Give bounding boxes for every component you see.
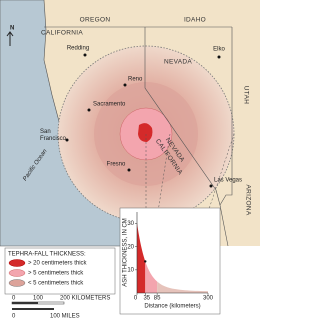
x-tick-label: 35 — [143, 296, 150, 302]
state-label: CALIFORNIA — [41, 30, 83, 37]
thickness-area — [157, 281, 208, 293]
state-label: OREGON — [80, 17, 111, 24]
legend-item: > 5 centimeters thick — [28, 271, 84, 277]
state-label: IDAHO — [184, 17, 206, 24]
city-dot — [209, 184, 213, 188]
legend-item: < 5 centimeters thick — [28, 281, 84, 287]
city-label: Las Vegas — [214, 178, 242, 184]
x-axis-label: Distance (kilometers) — [144, 304, 200, 310]
x-tick-label: 300 — [203, 296, 214, 302]
city-dot — [87, 108, 91, 112]
thickness-area — [145, 261, 158, 293]
scale-bar-mi — [12, 308, 54, 310]
thickness-area — [137, 222, 146, 293]
y-axis-label: ASH THICKNESS, IN CM — [123, 218, 129, 287]
city-dot — [65, 138, 69, 142]
legend-swatch — [8, 259, 26, 267]
state-label: ARIZONA — [244, 185, 251, 216]
city-label: Redding — [67, 46, 89, 52]
x-tick-label: 0 — [134, 296, 138, 302]
map: N Pacific Ocean NEVADA CALIFORNIA TEPHRA… — [0, 0, 260, 320]
city-dot — [83, 53, 87, 57]
scale-label: 100 MILES — [50, 314, 80, 320]
y-tick-label: 10 — [127, 267, 134, 273]
north-arrow — [6, 31, 14, 46]
city-label: Elko — [213, 47, 225, 53]
x-tick-label: 85 — [154, 296, 161, 302]
city-label: San Francisco — [40, 129, 67, 142]
zone-over-20cm — [138, 123, 153, 142]
scale-label: 100 — [33, 296, 44, 302]
city-label: Fresno — [107, 162, 126, 168]
leader-lines — [145, 133, 235, 213]
inset — [119, 207, 221, 315]
y-tick-label: 30 — [127, 221, 134, 227]
state-label: UTAH — [242, 86, 249, 104]
city-dot — [123, 83, 127, 87]
legend-title: TEPHRA-FALL THICKNESS: — [8, 252, 86, 258]
city-dot — [127, 168, 131, 172]
legend — [4, 247, 116, 295]
legend-swatch — [8, 269, 26, 277]
city-label: Sacramento — [93, 102, 126, 108]
profile-point — [144, 260, 147, 263]
borders — [44, 26, 233, 247]
north-label: N — [10, 26, 14, 32]
scale-label: 200 KILOMETERS — [60, 296, 110, 302]
legend-item: > 20 centimeters thick — [28, 261, 88, 267]
scale-label: 0 — [12, 296, 16, 302]
city-label: Reno — [128, 77, 143, 83]
scale-bar-km — [12, 302, 38, 304]
scale-label: 0 — [12, 314, 16, 320]
state-label: NEVADA — [164, 59, 192, 66]
legend-swatch — [8, 279, 26, 287]
city-dot — [217, 55, 221, 59]
y-tick-label: 20 — [127, 244, 134, 250]
